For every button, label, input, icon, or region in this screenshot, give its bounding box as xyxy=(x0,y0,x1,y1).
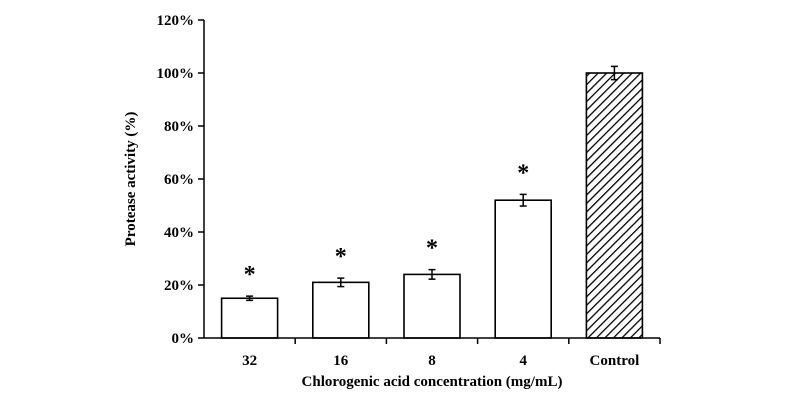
y-axis-ticks: 0% 20% 40% 60% 80% 100% 120% xyxy=(157,13,204,347)
bar-control xyxy=(585,72,644,339)
axes xyxy=(203,20,660,339)
x-tick-label: 16 xyxy=(333,353,349,369)
bar-16 xyxy=(311,281,370,339)
x-tick-label: 4 xyxy=(519,353,527,369)
y-tick-label: 120% xyxy=(157,13,195,29)
x-tick-label: 8 xyxy=(428,353,436,369)
error-bar xyxy=(610,65,618,81)
y-tick-label: 100% xyxy=(157,66,195,82)
bar-8 xyxy=(403,273,461,339)
y-axis-title: Protease activity (%) xyxy=(123,112,139,247)
bar-32 xyxy=(220,297,279,339)
error-bar xyxy=(337,277,345,288)
x-axis-title: Chlorogenic acid concentration (mg/mL) xyxy=(302,374,563,390)
y-tick-label: 0% xyxy=(172,331,195,347)
y-tick-label: 60% xyxy=(164,172,194,188)
x-tick-label: Control xyxy=(590,353,640,369)
error-bar xyxy=(519,193,527,207)
error-bar xyxy=(246,295,254,302)
significance-asterisk: * xyxy=(335,244,347,270)
x-axis-labels: 32 16 8 4 Control xyxy=(242,338,661,369)
significance-asterisk: * xyxy=(244,262,256,288)
significance-asterisk: * xyxy=(426,236,438,262)
bar-4 xyxy=(494,199,553,339)
x-tick-label: 32 xyxy=(242,353,257,369)
y-tick-label: 80% xyxy=(164,119,194,135)
significance-asterisk: * xyxy=(517,160,529,186)
bars: * * * * xyxy=(220,65,644,339)
y-tick-label: 40% xyxy=(164,225,194,241)
error-bar xyxy=(428,268,436,280)
y-tick-label: 20% xyxy=(164,278,194,294)
